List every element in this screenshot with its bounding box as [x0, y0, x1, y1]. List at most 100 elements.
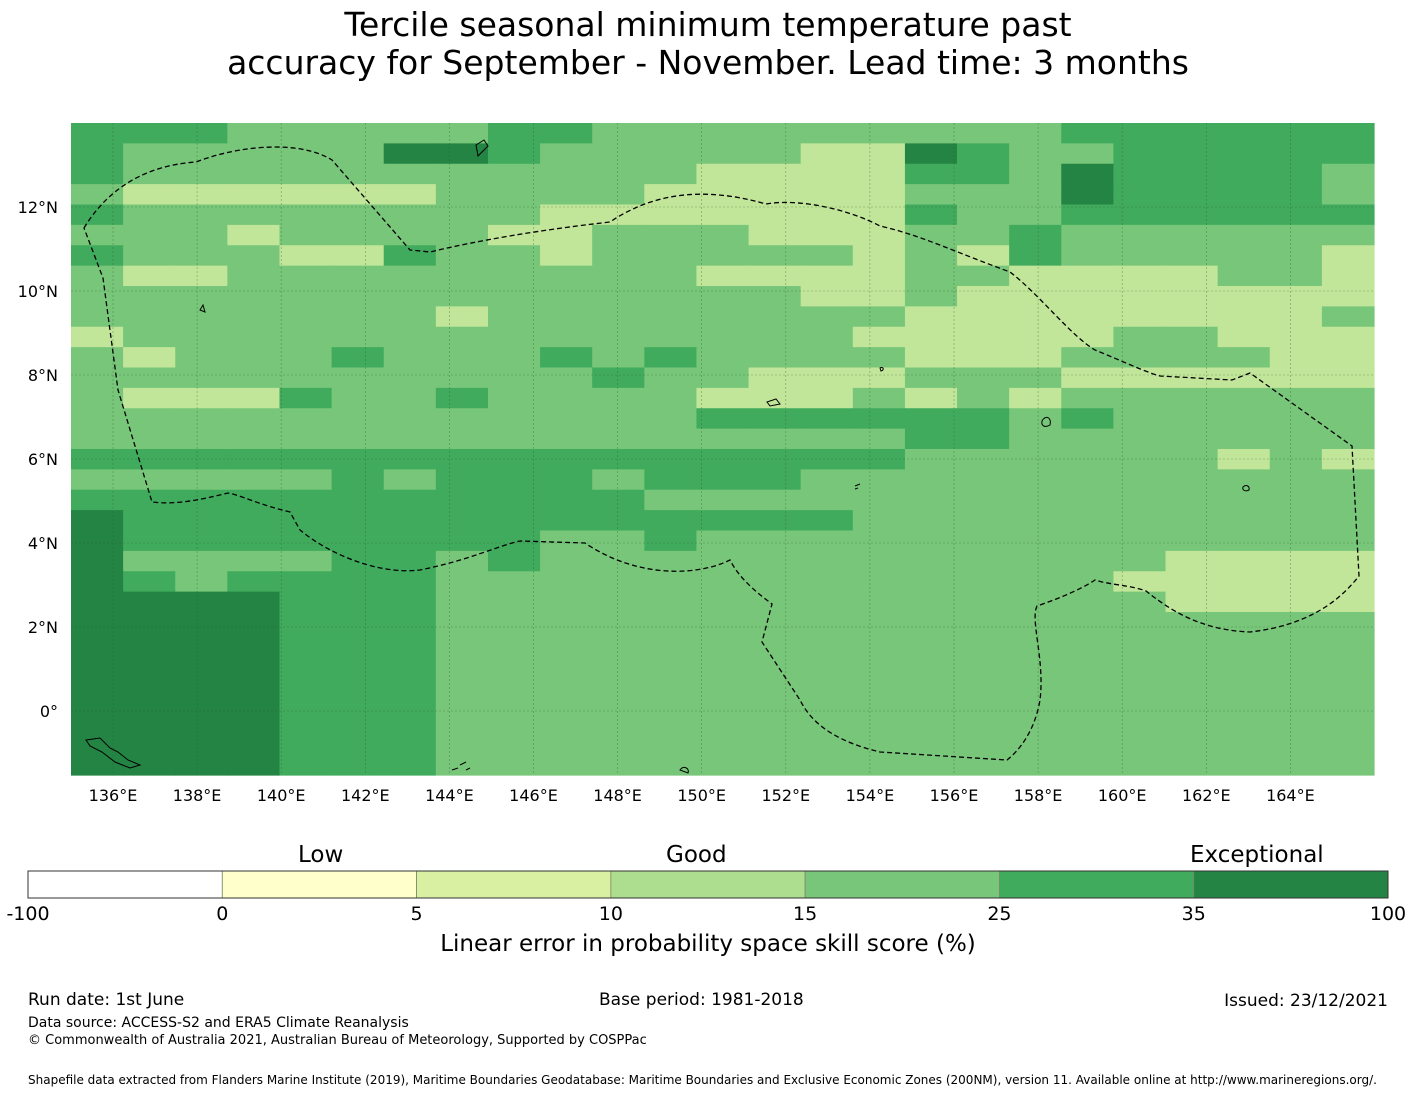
skill-cell [852, 387, 906, 409]
skill-cell [435, 123, 489, 144]
skill-cell [1321, 428, 1375, 450]
skill-cell [540, 550, 593, 572]
skill-cell [71, 245, 124, 267]
skill-cell [1165, 489, 1219, 511]
skill-cell [123, 387, 176, 409]
longitude-label: 148°E [593, 786, 642, 805]
skill-cell [331, 693, 385, 715]
skill-cell [227, 713, 281, 735]
skill-cell [123, 245, 176, 267]
skill-cell [748, 550, 802, 572]
skill-cell [1321, 571, 1375, 593]
skill-cell [227, 123, 281, 144]
skill-cell [1217, 510, 1271, 532]
skill-cell [1113, 224, 1167, 246]
skill-cell [123, 326, 176, 348]
skill-cell [1061, 347, 1114, 369]
skill-cell [1269, 754, 1323, 776]
skill-cell [227, 469, 281, 491]
skill-cell [644, 612, 698, 633]
skill-cell [279, 734, 333, 756]
colorbar-category-good: Good [666, 842, 727, 868]
skill-cell [383, 428, 437, 450]
skill-cell [123, 428, 176, 450]
skill-cell [957, 571, 1010, 593]
skill-cell [279, 693, 333, 715]
skill-cell [957, 612, 1010, 633]
skill-cell [696, 530, 750, 552]
skill-cell [487, 123, 541, 144]
skill-cell [852, 612, 906, 633]
skill-cell [1321, 510, 1375, 532]
skill-cell [1113, 673, 1167, 695]
skill-cell [800, 387, 854, 409]
skill-cell [279, 673, 333, 695]
skill-cell [592, 612, 645, 633]
skill-cell [957, 489, 1010, 511]
skill-cell [1113, 408, 1167, 430]
skill-cell [227, 550, 281, 572]
skill-cell [279, 754, 333, 776]
skill-cell [592, 489, 645, 511]
skill-cell [1269, 673, 1323, 695]
skill-cell [487, 306, 541, 328]
skill-cell [1321, 204, 1375, 226]
skill-cell [852, 530, 906, 552]
base-period: Base period: 1981-2018 [599, 990, 804, 1010]
skill-cell [696, 286, 750, 307]
skill-cell [383, 469, 437, 491]
skill-cell [852, 632, 906, 654]
skill-cell [71, 347, 124, 369]
skill-cell [644, 632, 698, 654]
skill-cell [331, 265, 385, 287]
skill-cell [957, 143, 1010, 165]
skill-cell [435, 387, 489, 409]
latitude-label: 12°N [18, 198, 58, 217]
skill-cell [175, 163, 228, 185]
skill-cell [1061, 713, 1114, 735]
skill-cell [175, 265, 228, 287]
skill-cell [1269, 347, 1323, 369]
skill-cell [1321, 489, 1375, 511]
skill-cell [331, 204, 385, 226]
skill-cell [383, 673, 437, 695]
skill-cell [487, 713, 541, 735]
skill-cell [123, 510, 176, 532]
skill-cell [957, 550, 1010, 572]
skill-cell [748, 673, 802, 695]
skill-cell [1217, 530, 1271, 552]
skill-cell [123, 367, 176, 389]
skill-cell [1217, 286, 1271, 307]
skill-cell [1165, 612, 1219, 633]
skill-cell [540, 652, 593, 674]
skill-cell [383, 163, 437, 185]
skill-cell [1321, 245, 1375, 267]
skill-cell [957, 734, 1010, 756]
skill-cell [1165, 550, 1219, 572]
skill-cell [852, 204, 906, 226]
skill-cell [279, 489, 333, 511]
skill-cell [540, 306, 593, 328]
skill-cell [487, 387, 541, 409]
skill-cell [696, 367, 750, 389]
skill-cell [1165, 286, 1219, 307]
skill-cell [592, 143, 645, 165]
skill-cell [227, 510, 281, 532]
skill-cell [71, 591, 124, 613]
skill-cell [748, 184, 802, 206]
skill-cell [1009, 286, 1062, 307]
island-atoll-2 [854, 483, 861, 490]
skill-cell [123, 591, 176, 613]
skill-cell [383, 347, 437, 369]
skill-cell [1061, 510, 1114, 532]
skill-cell [487, 286, 541, 307]
skill-cell [1009, 265, 1062, 287]
skill-cell [435, 245, 489, 267]
skill-cell [435, 469, 489, 491]
skill-cell [1269, 387, 1323, 409]
skill-cell [852, 489, 906, 511]
skill-cell [123, 693, 176, 715]
skill-cell [227, 693, 281, 715]
skill-cell [644, 734, 698, 756]
skill-cell [592, 428, 645, 450]
